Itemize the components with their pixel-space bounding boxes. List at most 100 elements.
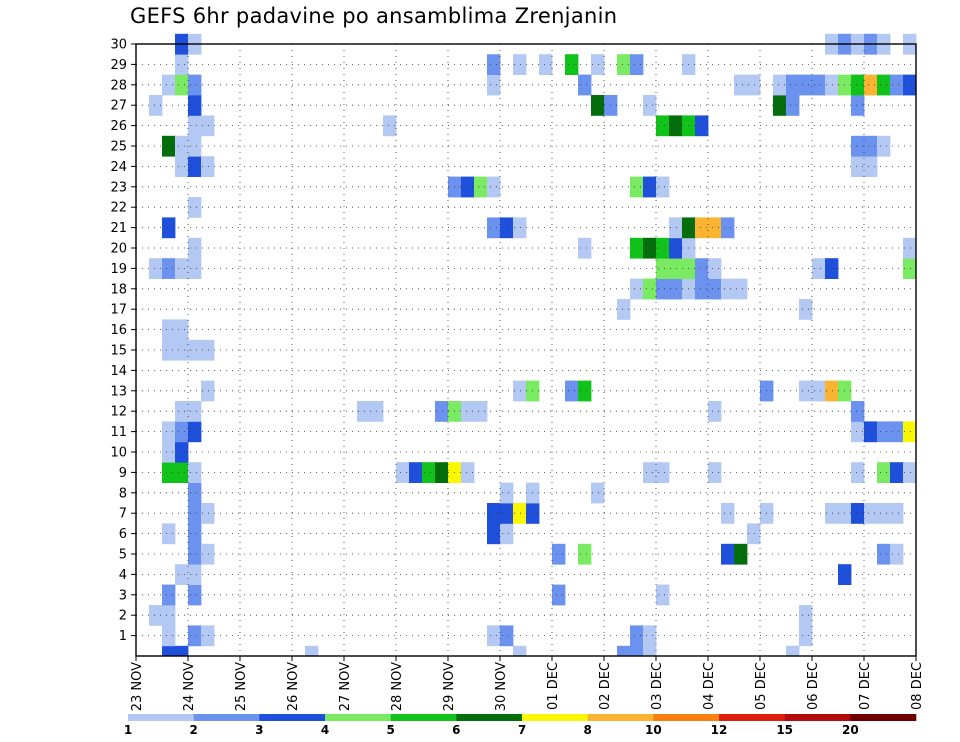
colorbar-segment [850, 714, 917, 721]
x-tick-label: 26 NOV [286, 662, 301, 711]
heatmap-cell [851, 462, 865, 483]
y-tick-label: 2 [119, 609, 127, 624]
heatmap-cell [656, 462, 670, 483]
y-tick-label: 27 [110, 99, 127, 114]
heatmap-cell [513, 380, 527, 402]
heatmap-cell [305, 645, 319, 657]
heatmap-cell [799, 299, 813, 320]
heatmap-cell [721, 503, 735, 524]
heatmap-cell [487, 217, 501, 239]
heatmap-cell [188, 115, 202, 137]
heatmap-cell [513, 503, 527, 524]
colorbar-segment [719, 714, 785, 721]
heatmap-cell [799, 625, 813, 647]
heatmap-cell [669, 237, 683, 259]
heatmap-cell [201, 339, 215, 361]
colorbar-label: 6 [452, 723, 460, 737]
cells-layer [149, 33, 917, 657]
x-tick-label: 28 NOV [390, 662, 405, 711]
y-tick-label: 29 [110, 58, 127, 73]
heatmap-cell [162, 584, 176, 606]
heatmap-cell [591, 95, 605, 116]
y-tick-label: 20 [110, 242, 127, 257]
y-tick-label: 24 [110, 160, 127, 175]
colorbar-label: 1 [124, 723, 132, 737]
heatmap-cell [162, 625, 176, 647]
colorbar-label: 4 [321, 723, 329, 737]
heatmap-cell [578, 237, 592, 259]
heatmap-cell [201, 625, 215, 647]
heatmap-cell [890, 74, 904, 96]
heatmap-cell [864, 135, 878, 157]
heatmap-cell [552, 584, 566, 606]
colorbar-segment [259, 714, 326, 721]
heatmap-cell [175, 319, 189, 341]
heatmap-cell [643, 278, 657, 300]
y-tick-label: 4 [119, 568, 127, 583]
heatmap-cell [890, 543, 904, 565]
heatmap-cell [890, 503, 904, 524]
heatmap-cell [175, 74, 189, 96]
heatmap-cell [617, 54, 631, 75]
heatmap-cell [643, 237, 657, 259]
x-tick-label: 08 DEC [910, 662, 925, 710]
heatmap-cell [162, 74, 176, 96]
colorbar-label: 3 [255, 723, 263, 737]
heatmap-cell [487, 54, 501, 75]
heatmap-cell [435, 401, 449, 422]
heatmap-cell [162, 258, 176, 279]
y-tick-label: 30 [110, 38, 127, 53]
heatmap-cell [643, 645, 657, 657]
heatmap-cell [864, 503, 878, 524]
heatmap-cell [500, 503, 514, 524]
heatmap-cell [890, 421, 904, 443]
colorbar-segment [653, 714, 720, 721]
heatmap-cell [500, 523, 514, 545]
heatmap-cell [565, 380, 579, 402]
y-tick-label: 26 [110, 119, 127, 134]
heatmap-cell [630, 54, 644, 75]
x-tick-label: 27 NOV [338, 662, 353, 711]
colorbar-segment [390, 714, 457, 721]
heatmap-cell [799, 380, 813, 402]
heatmap-cell [669, 258, 683, 279]
heatmap-cell [487, 523, 501, 545]
heatmap-cell [188, 543, 202, 565]
heatmap-cell [162, 217, 176, 239]
y-tick-label: 23 [110, 180, 127, 195]
y-tick-label: 5 [119, 548, 127, 563]
colorbar-segment [784, 714, 851, 721]
y-tick-label: 11 [110, 425, 127, 440]
x-tick-label: 23 NOV [130, 662, 145, 711]
heatmap-cell [487, 74, 501, 96]
heatmap-cell [851, 95, 865, 116]
heatmap-cell [708, 401, 722, 422]
x-axis-labels: 23 NOV 24 NOV 25 NOV 26 NOV 27 NOV 28 NOV 29 N… [130, 662, 925, 711]
heatmap-cell [643, 462, 657, 483]
heatmap-cell [656, 176, 670, 198]
heatmap-cell [786, 95, 800, 116]
heatmap-cell [162, 462, 176, 483]
colorbar-segment [193, 714, 260, 721]
heatmap-cell [188, 258, 202, 279]
x-tick-label: 04 DEC [702, 662, 717, 710]
heatmap-cell [669, 115, 683, 137]
heatmap-cell [578, 74, 592, 96]
heatmap-cell [149, 258, 163, 279]
heatmap-cell [812, 74, 826, 96]
heatmap-cell [656, 115, 670, 137]
heatmap-cell [201, 543, 215, 565]
heatmap-cell [188, 197, 202, 218]
heatmap-cell [903, 74, 917, 96]
heatmap-cell [357, 401, 371, 422]
heatmap-cell [201, 503, 215, 524]
heatmap-cell [149, 95, 163, 116]
heatmap-cell [578, 380, 592, 402]
ticks-layer [131, 43, 917, 661]
heatmap-cell [864, 421, 878, 443]
heatmap-cell [851, 503, 865, 524]
heatmap-cell [695, 217, 709, 239]
heatmap-cell [162, 135, 176, 157]
y-tick-label: 12 [110, 405, 127, 420]
